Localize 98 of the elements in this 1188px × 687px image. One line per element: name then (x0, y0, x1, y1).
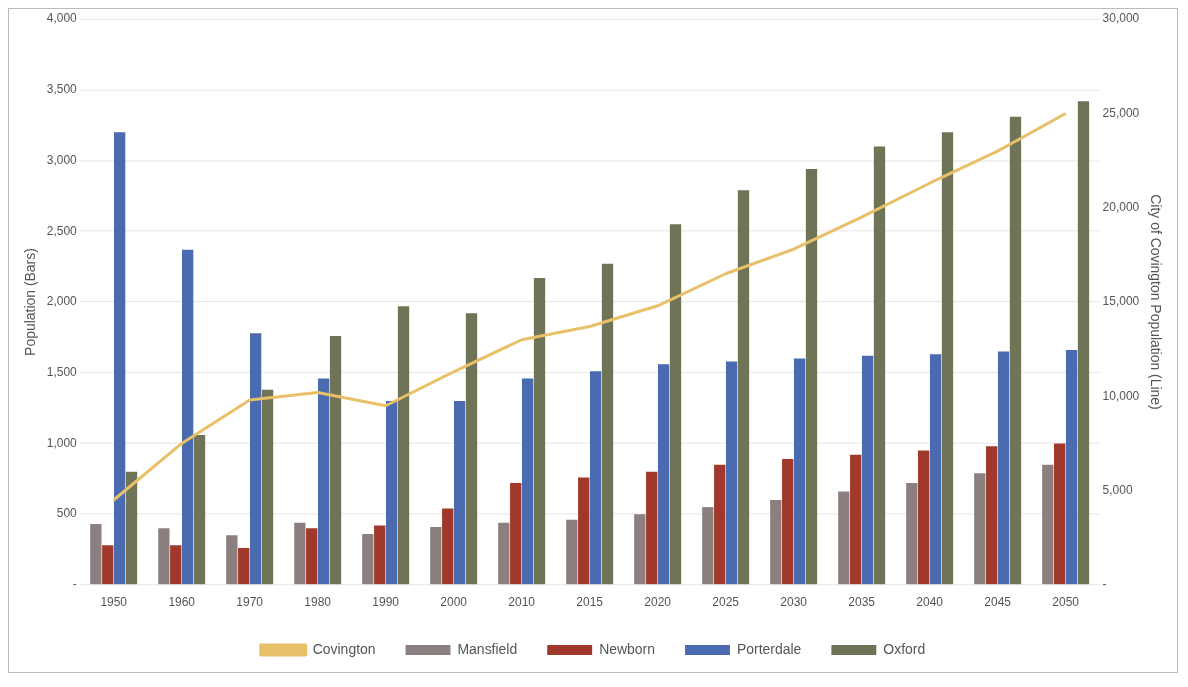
y2-tick-label: 10,000 (1102, 388, 1140, 403)
bar (238, 548, 250, 585)
bar (125, 471, 138, 585)
y-tick-label: 3,000 (46, 152, 78, 167)
bar (329, 335, 342, 585)
bar (1054, 443, 1066, 585)
bar (374, 525, 386, 585)
bar (170, 545, 182, 585)
y2-tick-label: 15,000 (1102, 294, 1140, 309)
bar (193, 434, 206, 585)
bar (770, 500, 782, 585)
bar (974, 473, 986, 585)
bar (918, 450, 930, 585)
bar (725, 361, 738, 585)
bar (861, 355, 874, 585)
bar (634, 514, 646, 585)
bar (249, 333, 262, 585)
bar (702, 507, 714, 585)
bar (498, 522, 510, 585)
bar (465, 313, 478, 585)
legend-label: Porterdale (736, 640, 802, 657)
bar (782, 459, 794, 585)
bar (906, 483, 918, 585)
bar (317, 378, 330, 585)
legend-label: Mansfield (457, 640, 518, 657)
bar (1042, 464, 1054, 585)
y-tick-label: 1,500 (46, 365, 78, 380)
y-tick-label: 3,500 (46, 82, 78, 97)
bar (838, 491, 850, 585)
y-tick-label: 4,000 (46, 11, 78, 26)
bar (566, 519, 578, 585)
x-tick-label: 1960 (168, 595, 196, 610)
y-axis-title: Population (Bars) (22, 248, 39, 356)
legend-label: Covington (312, 640, 376, 657)
bar (805, 169, 818, 585)
y2-tick-label: 20,000 (1102, 200, 1140, 215)
legend-label: Oxford (883, 640, 926, 657)
bar (646, 471, 658, 585)
bar (90, 524, 102, 585)
bar (114, 132, 126, 585)
bar (533, 277, 546, 585)
x-tick-label: 1980 (304, 595, 332, 610)
bar (997, 351, 1010, 585)
bar (442, 508, 454, 585)
y2-tick-label: 25,000 (1102, 105, 1140, 120)
x-tick-label: 2000 (440, 595, 468, 610)
bar (294, 522, 306, 585)
bar (793, 358, 806, 585)
x-tick-label: 2030 (780, 595, 808, 610)
bar (850, 454, 862, 585)
bar (306, 528, 318, 585)
legend-label: Newborn (599, 640, 656, 657)
y-tick-label: - (72, 577, 77, 592)
bar (737, 190, 750, 585)
y-tick-label: 1,000 (46, 435, 78, 450)
bar (986, 446, 998, 585)
x-tick-label: 2050 (1052, 595, 1080, 610)
bar (102, 545, 114, 585)
bar (589, 371, 602, 585)
bar (362, 533, 374, 585)
x-tick-label: 2015 (576, 595, 604, 610)
bar (158, 528, 170, 585)
y-tick-label: 500 (56, 506, 78, 521)
bar (601, 263, 614, 585)
y2-axis-title: City of Covington Population (Line) (1147, 194, 1164, 410)
bar (397, 306, 410, 585)
x-tick-label: 1950 (100, 595, 128, 610)
y2-tick-label: 30,000 (1102, 11, 1140, 26)
bar (453, 401, 466, 585)
x-tick-label: 2010 (508, 595, 536, 610)
x-tick-label: 2025 (712, 595, 740, 610)
x-tick-label: 2035 (848, 595, 876, 610)
bar (430, 526, 442, 585)
bar (510, 483, 522, 585)
bar (182, 249, 194, 585)
bar (873, 146, 886, 585)
x-tick-label: 2020 (644, 595, 672, 610)
y2-tick-label: 5,000 (1102, 482, 1133, 497)
x-tick-label: 2045 (984, 595, 1012, 610)
bar (669, 224, 682, 585)
bar (385, 401, 398, 585)
x-tick-label: 2040 (916, 595, 944, 610)
bar (929, 354, 942, 585)
bar (1077, 101, 1090, 585)
y-tick-label: 2,000 (46, 294, 78, 309)
bar (714, 464, 726, 585)
y2-tick-label: - (1102, 577, 1107, 592)
bar (261, 389, 274, 585)
x-tick-label: 1990 (372, 595, 400, 610)
y-tick-label: 2,500 (46, 223, 78, 238)
bar (1009, 116, 1022, 585)
bar (657, 364, 670, 585)
bar (521, 378, 534, 585)
bar (226, 535, 238, 585)
bar (578, 477, 590, 585)
x-tick-label: 1970 (236, 595, 264, 610)
bar (1065, 350, 1078, 585)
bar (941, 132, 954, 585)
